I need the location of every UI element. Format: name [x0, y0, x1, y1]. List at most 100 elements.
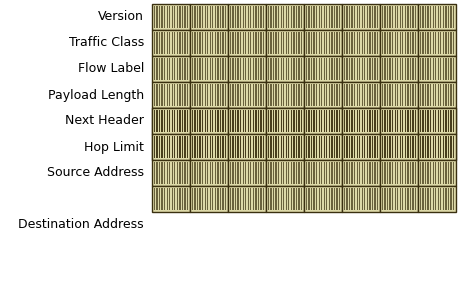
Bar — [258, 6, 259, 28]
Bar — [268, 84, 269, 106]
Bar — [248, 110, 249, 132]
Bar — [240, 6, 241, 28]
Bar — [273, 32, 274, 54]
Bar — [443, 58, 444, 80]
Bar — [243, 110, 244, 132]
Bar — [266, 108, 304, 134]
Bar — [240, 84, 241, 106]
Bar — [260, 32, 262, 54]
Bar — [377, 136, 378, 158]
Bar — [407, 136, 409, 158]
Bar — [169, 32, 170, 54]
Bar — [425, 136, 426, 158]
Bar — [367, 84, 368, 106]
Bar — [399, 110, 401, 132]
Bar — [367, 162, 368, 184]
Bar — [164, 188, 165, 210]
Bar — [339, 58, 340, 80]
Bar — [182, 188, 183, 210]
Bar — [339, 162, 340, 184]
Bar — [402, 188, 403, 210]
Bar — [187, 84, 188, 106]
Bar — [245, 58, 246, 80]
Bar — [380, 134, 418, 160]
Bar — [288, 136, 289, 158]
Bar — [384, 84, 386, 106]
Bar — [296, 136, 297, 158]
Bar — [440, 58, 442, 80]
Bar — [377, 162, 378, 184]
Bar — [346, 110, 348, 132]
Bar — [387, 136, 388, 158]
Bar — [270, 84, 272, 106]
Bar — [329, 84, 330, 106]
Bar — [380, 108, 418, 134]
Bar — [248, 110, 249, 132]
Bar — [207, 162, 208, 184]
Bar — [172, 6, 173, 28]
Bar — [342, 56, 380, 82]
Bar — [228, 134, 266, 160]
Bar — [255, 136, 256, 158]
Bar — [275, 136, 277, 158]
Bar — [283, 162, 284, 184]
Bar — [427, 136, 429, 158]
Bar — [384, 110, 386, 132]
Bar — [311, 58, 312, 80]
Bar — [205, 136, 206, 158]
Bar — [387, 110, 388, 132]
Bar — [453, 188, 454, 210]
Bar — [437, 58, 439, 80]
Bar — [364, 6, 365, 28]
Bar — [422, 110, 424, 132]
Bar — [445, 58, 447, 80]
Bar — [432, 58, 434, 80]
Bar — [237, 188, 239, 210]
Bar — [392, 110, 393, 132]
Bar — [306, 32, 307, 54]
Bar — [253, 32, 254, 54]
Bar — [258, 110, 259, 132]
Bar — [291, 6, 292, 28]
Bar — [296, 162, 297, 184]
Bar — [412, 32, 414, 54]
Bar — [177, 188, 178, 210]
Bar — [326, 162, 327, 184]
Bar — [200, 32, 201, 54]
Bar — [202, 136, 203, 158]
Bar — [296, 32, 297, 54]
Bar — [324, 110, 325, 132]
Bar — [268, 32, 269, 54]
Bar — [389, 162, 391, 184]
Bar — [324, 136, 325, 158]
Bar — [427, 188, 429, 210]
Bar — [445, 32, 447, 54]
Bar — [306, 84, 307, 106]
Bar — [190, 108, 228, 134]
Bar — [402, 162, 403, 184]
Bar — [200, 110, 201, 132]
Bar — [268, 58, 269, 80]
Bar — [435, 58, 436, 80]
Bar — [237, 84, 239, 106]
Bar — [445, 136, 447, 158]
Bar — [268, 110, 269, 132]
Bar — [232, 32, 234, 54]
Bar — [232, 110, 234, 132]
Bar — [372, 136, 373, 158]
Bar — [210, 32, 211, 54]
Bar — [387, 188, 388, 210]
Bar — [407, 110, 409, 132]
Bar — [266, 56, 304, 82]
Bar — [217, 84, 218, 106]
Bar — [354, 162, 355, 184]
Bar — [351, 136, 353, 158]
Bar — [217, 136, 218, 158]
Bar — [298, 162, 300, 184]
Bar — [184, 110, 185, 132]
Bar — [184, 136, 185, 158]
Bar — [220, 110, 221, 132]
Bar — [430, 162, 431, 184]
Bar — [210, 84, 211, 106]
Bar — [450, 110, 452, 132]
